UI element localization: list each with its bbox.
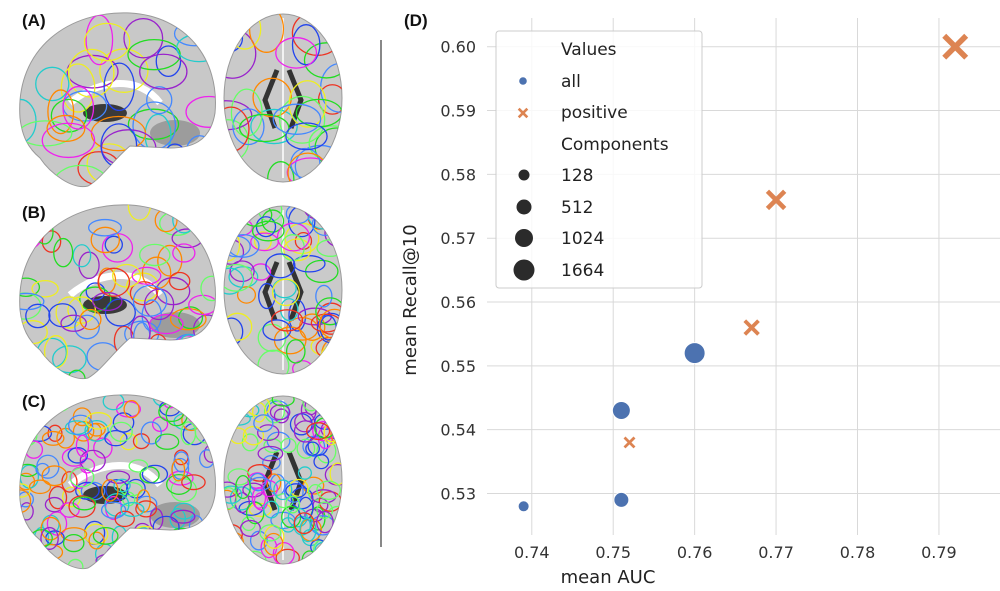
x-tick-label: 0.78: [840, 543, 876, 562]
point-all-1664: [683, 342, 706, 365]
point-positive-128: [623, 436, 636, 449]
point-all-512: [613, 491, 630, 508]
legend-size-label-1664: 1664: [561, 261, 604, 281]
panel-label-a: (A): [22, 11, 46, 30]
panel-label-b: (B): [22, 203, 46, 222]
x-tick-label: 0.77: [758, 543, 794, 562]
legend-size-marker-128: [518, 169, 530, 181]
legend-size-marker-512: [516, 199, 532, 215]
panel-label-d: (D): [404, 11, 428, 30]
axial-slice-c: [223, 395, 343, 565]
legend-label-all: all: [561, 72, 581, 92]
y-tick-label: 0.57: [440, 229, 476, 248]
y-tick-label: 0.54: [440, 421, 476, 440]
legend-size-marker-1664: [513, 259, 535, 281]
legend-size-label-1024: 1024: [561, 229, 604, 249]
legend-title-components: Components: [561, 135, 669, 155]
y-tick-label: 0.58: [440, 165, 476, 184]
y-tick-label: 0.60: [440, 38, 476, 57]
point-all-1024: [611, 401, 631, 421]
point-positive-512: [743, 319, 760, 336]
legend: Values all positive Components 128 512 1…: [495, 30, 703, 289]
point-positive-1664: [942, 33, 969, 60]
y-axis-label: mean Recall@10: [400, 224, 421, 375]
x-tick-label: 0.79: [921, 543, 957, 562]
point-all-128: [517, 500, 530, 513]
x-axis-label: mean AUC: [561, 567, 656, 588]
legend-size-label-128: 128: [561, 166, 593, 186]
axial-slice-a: [223, 13, 343, 183]
y-tick-label: 0.59: [440, 102, 476, 121]
legend-size-label-512: 512: [561, 198, 593, 218]
y-tick-label: 0.53: [440, 485, 476, 504]
legend-label-positive: positive: [561, 103, 628, 123]
legend-box: [495, 30, 703, 289]
y-tick-label: 0.55: [440, 357, 476, 376]
x-tick-label: 0.74: [514, 543, 550, 562]
tick-labels: 0.74 0.75 0.76 0.77 0.78 0.79 0.53 0.54 0.55 0.56…: [440, 38, 956, 562]
legend-title-values: Values: [561, 40, 617, 60]
y-tick-label: 0.56: [440, 293, 476, 312]
point-positive-1024: [765, 189, 787, 211]
legend-marker-positive: [517, 107, 529, 119]
data-points: [517, 33, 969, 513]
panel-label-c: (C): [22, 392, 46, 411]
x-tick-label: 0.76: [677, 543, 713, 562]
x-tick-label: 0.75: [595, 543, 631, 562]
legend-marker-all: [519, 77, 527, 85]
sagittal-slice-a: [19, 12, 216, 188]
legend-size-marker-1024: [515, 229, 533, 247]
